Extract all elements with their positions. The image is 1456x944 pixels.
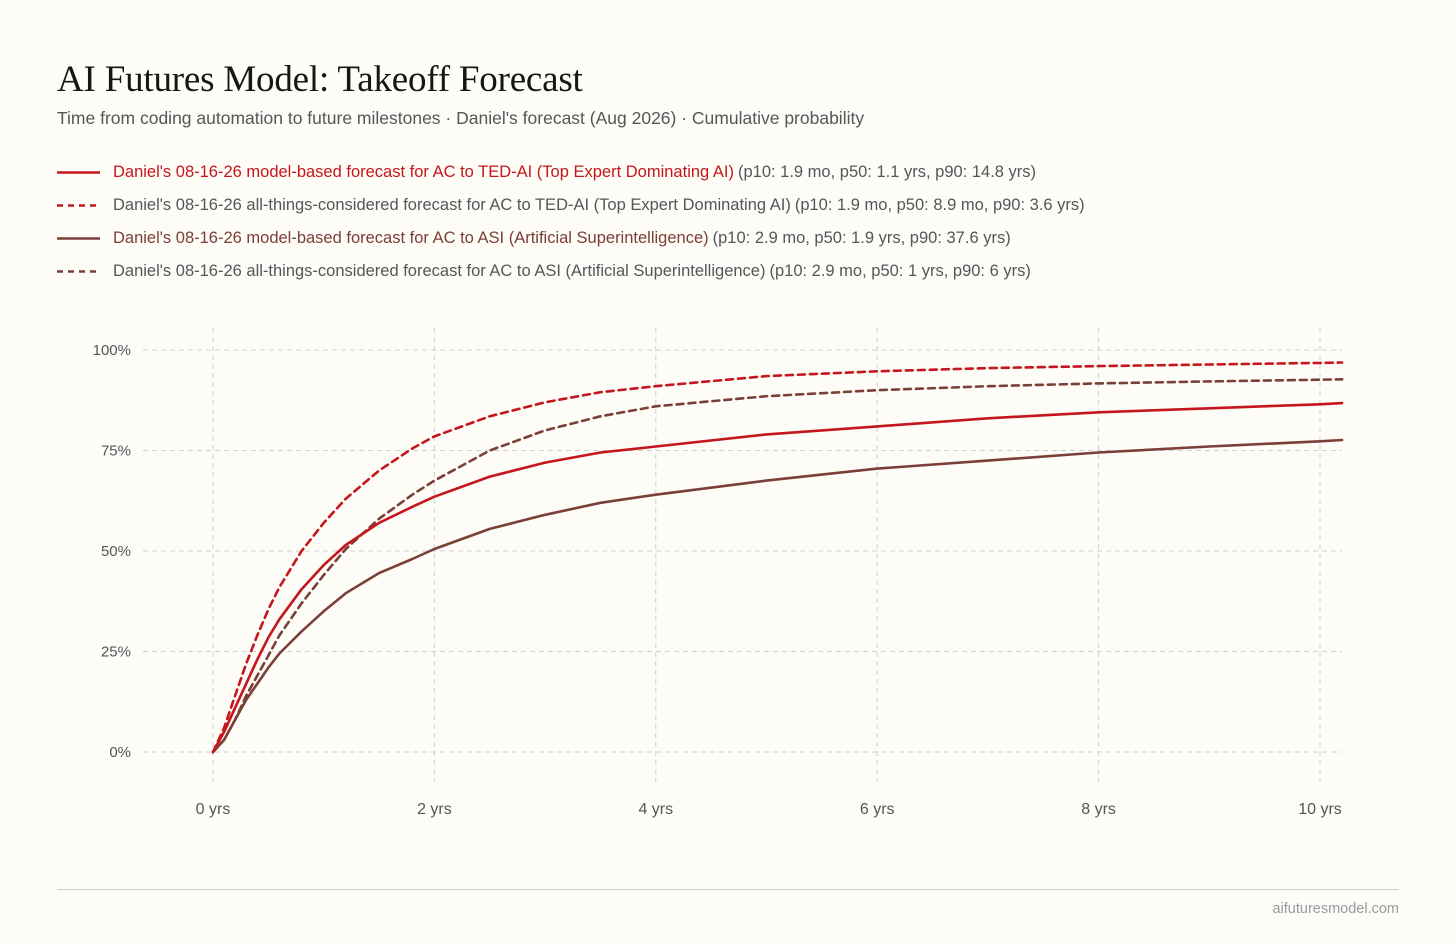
series-line: [211, 438, 1344, 754]
legend-series-name: Daniel's 08-16-26 all-things-considered …: [113, 262, 766, 280]
footer-divider: [57, 889, 1399, 890]
y-tick-label: 25%: [101, 644, 131, 661]
x-tick-label: 2 yrs: [417, 801, 452, 818]
x-tick-label: 4 yrs: [638, 801, 673, 818]
legend-swatch: [57, 171, 100, 174]
footer-site-link[interactable]: aifuturesmodel.com: [1272, 901, 1399, 917]
legend-swatch: [57, 237, 100, 240]
legend-series-stats: (p10: 2.9 mo, p50: 1 yrs, p90: 6 yrs): [769, 262, 1031, 280]
x-tick-label: 0 yrs: [196, 801, 231, 818]
legend-series-name: Daniel's 08-16-26 model-based forecast f…: [113, 163, 734, 181]
legend-series-stats: (p10: 2.9 mo, p50: 1.9 yrs, p90: 37.6 yr…: [712, 229, 1011, 247]
legend-swatch: [57, 204, 100, 207]
page-subtitle: Time from coding automation to future mi…: [57, 108, 865, 128]
legend-series-name: Daniel's 08-16-26 model-based forecast f…: [113, 229, 709, 247]
line-chart: 0% 25% 50% 75% 100% 0 yrs 2 yrs 4 yrs 6 yrs 8 yrs…: [93, 328, 1344, 818]
y-tick-label: 0%: [109, 744, 131, 761]
y-tick-label: 50%: [101, 543, 131, 560]
legend-item: Daniel's 08-16-26 all-things-considered …: [57, 255, 1085, 288]
legend-item: Daniel's 08-16-26 model-based forecast f…: [57, 222, 1085, 255]
chart-legend: Daniel's 08-16-26 model-based forecast f…: [57, 156, 1085, 288]
x-tick-label: 10 yrs: [1298, 801, 1342, 818]
legend-item: Daniel's 08-16-26 all-things-considered …: [57, 189, 1085, 222]
y-tick-label: 100%: [93, 342, 131, 359]
legend-series-name: Daniel's 08-16-26 all-things-considered …: [113, 196, 791, 214]
x-tick-label: 6 yrs: [860, 801, 895, 818]
page-title: AI Futures Model: Takeoff Forecast: [57, 59, 583, 100]
series-line: [211, 377, 1344, 754]
legend-swatch: [57, 270, 100, 273]
legend-series-stats: (p10: 1.9 mo, p50: 1.1 yrs, p90: 14.8 yr…: [737, 163, 1037, 181]
y-tick-label: 75%: [101, 443, 131, 460]
series-line: [211, 401, 1344, 754]
legend-series-stats: (p10: 1.9 mo, p50: 8.9 mo, p90: 3.6 yrs): [794, 196, 1085, 214]
x-tick-label: 8 yrs: [1081, 801, 1116, 818]
series-line: [211, 361, 1344, 754]
legend-item: Daniel's 08-16-26 model-based forecast f…: [57, 156, 1085, 189]
